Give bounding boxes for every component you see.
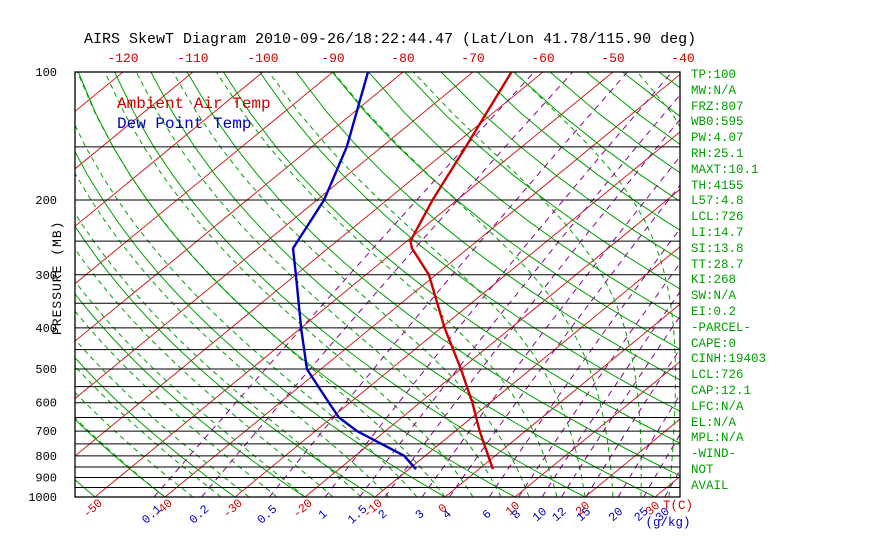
svg-text:700: 700 [35, 425, 57, 439]
svg-text:500: 500 [35, 363, 57, 377]
svg-text:600: 600 [35, 397, 57, 411]
index-line: LFC:N/A [691, 399, 744, 414]
svg-text:-90: -90 [321, 51, 344, 66]
dewpoint-trace [291, 72, 417, 470]
index-line: CAP:12.1 [691, 383, 752, 398]
pressure-tick-labels: 100 200 300 400 500 600 700 800 900 1000 [28, 66, 57, 505]
indices-panel: TP:100 MW:N/A FRZ:807 WB0:595 PW:4.07 RH:25.1… [691, 68, 766, 495]
svg-text:300: 300 [35, 269, 57, 283]
svg-text:200: 200 [35, 194, 57, 208]
index-line: WB0:595 [691, 115, 744, 130]
page-title: AIRS SkewT Diagram 2010-09-26/18:22:44.4… [84, 31, 697, 48]
svg-text:0.2: 0.2 [187, 502, 212, 527]
svg-text:-60: -60 [531, 51, 554, 66]
index-line: TT:28.7 [691, 257, 744, 272]
index-line: CINH:19403 [691, 352, 767, 367]
svg-text:-50: -50 [80, 496, 105, 521]
index-line: CAPE:0 [691, 336, 737, 351]
index-line: NOT [691, 462, 714, 477]
plot-border [74, 71, 681, 498]
isobar-lines [75, 72, 680, 497]
svg-text:400: 400 [35, 322, 57, 336]
svg-text:4: 4 [440, 507, 455, 522]
index-line: -WIND- [691, 447, 737, 462]
legend-ambient-air-temp: Ambient Air Temp [117, 95, 271, 113]
index-line: LCL:726 [691, 210, 744, 225]
index-line: -PARCEL- [691, 320, 752, 335]
index-line: TH:4155 [691, 178, 744, 193]
index-line: PW:4.07 [691, 131, 744, 146]
svg-text:-120: -120 [107, 51, 138, 66]
temp-unit-label: T(C) [663, 499, 693, 513]
index-line: RH:25.1 [691, 146, 744, 161]
index-line: KI:268 [691, 273, 737, 288]
index-line: LI:14.7 [691, 225, 744, 240]
svg-text:6: 6 [480, 507, 495, 522]
index-line: SI:13.8 [691, 241, 744, 256]
svg-text:3: 3 [413, 507, 428, 522]
svg-text:0.5: 0.5 [255, 502, 280, 527]
index-line: SW:N/A [691, 289, 737, 304]
index-line: EI:0.2 [691, 304, 737, 319]
svg-text:20: 20 [606, 505, 626, 525]
svg-text:900: 900 [35, 472, 57, 486]
svg-text:10: 10 [530, 505, 550, 525]
svg-text:-80: -80 [391, 51, 414, 66]
mixing-unit-label: (g/kg) [645, 516, 690, 530]
svg-text:-50: -50 [601, 51, 624, 66]
svg-text:-70: -70 [461, 51, 484, 66]
svg-text:800: 800 [35, 450, 57, 464]
temperature-trace [409, 72, 513, 470]
pressure-axis-label: PRESSURE (MB) [50, 220, 65, 336]
svg-text:-40: -40 [671, 51, 694, 66]
legend-dew-point-temp: Dew Point Temp [117, 115, 252, 133]
index-line: FRZ:807 [691, 99, 744, 114]
svg-text:-20: -20 [290, 496, 315, 521]
index-line: L57:4.8 [691, 194, 744, 209]
svg-text:12: 12 [549, 505, 569, 525]
index-line: TP:100 [691, 68, 737, 82]
svg-text:100: 100 [35, 66, 57, 80]
top-temp-labels: -120 -110 -100 -90 -80 -70 -60 -50 -40 [107, 51, 694, 66]
svg-text:-110: -110 [177, 51, 208, 66]
index-line: AVAIL [691, 478, 729, 493]
index-line: MAXT:10.1 [691, 162, 759, 177]
index-line: LCL:726 [691, 368, 744, 383]
svg-text:1000: 1000 [28, 491, 57, 505]
svg-text:2: 2 [376, 507, 391, 522]
svg-text:-30: -30 [220, 496, 245, 521]
index-line: MW:N/A [691, 83, 737, 98]
svg-text:-100: -100 [247, 51, 278, 66]
index-line: EL:N/A [691, 415, 737, 430]
svg-text:1: 1 [316, 507, 331, 522]
index-line: MPL:N/A [691, 431, 744, 446]
mixing-ratio-labels: 0.1 0.2 0.5 1 1.5 2 3 4 6 8 10 12 15 20 25 30 [139, 502, 673, 527]
